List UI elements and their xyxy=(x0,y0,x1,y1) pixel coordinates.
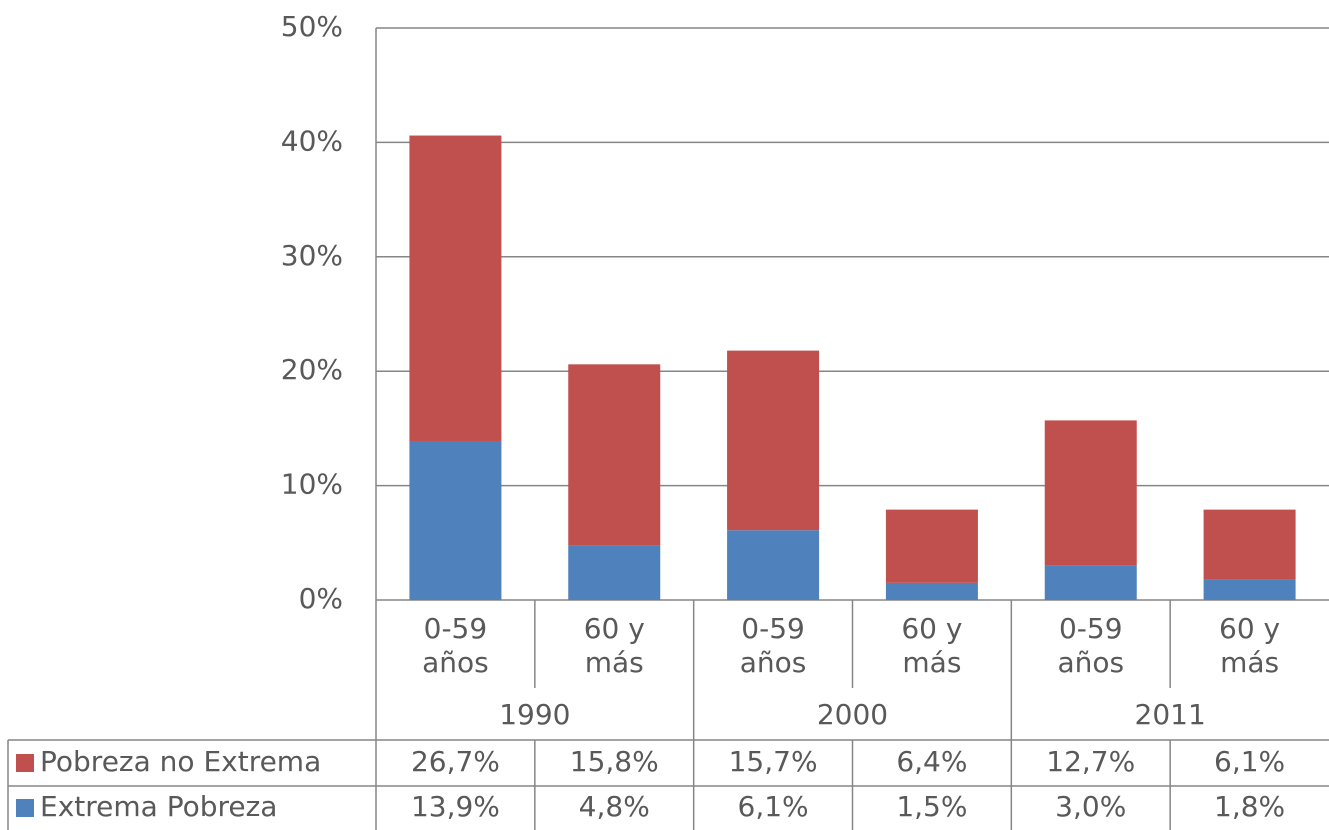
group-label: 2000 xyxy=(817,698,888,731)
x-tick-label: 0-59 años xyxy=(422,612,489,679)
table-value: 3,0% xyxy=(1055,790,1126,823)
y-tick-label: 40% xyxy=(281,124,343,157)
table-value: 4,8% xyxy=(579,790,650,823)
bar-segment xyxy=(1203,579,1296,600)
bar-segment xyxy=(1044,565,1137,600)
x-tick-label: 60 y más xyxy=(583,612,645,679)
bar-segment xyxy=(409,135,502,441)
bar-segment xyxy=(727,350,820,531)
bar-segment xyxy=(409,440,502,600)
group-label: 2011 xyxy=(1135,698,1206,731)
legend-label: Pobreza no Extrema xyxy=(40,745,321,778)
bar-segment xyxy=(727,530,820,600)
table-value: 13,9% xyxy=(411,790,500,823)
y-tick-label: 10% xyxy=(281,468,343,501)
legend-swatch xyxy=(16,799,34,817)
table-value: 12,7% xyxy=(1046,745,1135,778)
y-tick-label: 50% xyxy=(281,10,343,43)
y-tick-label: 20% xyxy=(281,353,343,386)
table-value: 1,8% xyxy=(1214,790,1285,823)
table-value: 6,1% xyxy=(1214,745,1285,778)
x-tick-label: 60 y más xyxy=(1219,612,1281,679)
bar-segment xyxy=(1044,420,1137,566)
group-label: 1990 xyxy=(499,698,570,731)
table-value: 6,1% xyxy=(738,790,809,823)
x-tick-label: 60 y más xyxy=(901,612,963,679)
bar-segment xyxy=(568,545,661,600)
legend-label: Extrema Pobreza xyxy=(40,790,277,823)
table-value: 1,5% xyxy=(896,790,967,823)
table-value: 26,7% xyxy=(411,745,500,778)
bar-segment xyxy=(1203,509,1296,580)
x-tick-label: 0-59 años xyxy=(1057,612,1125,679)
x-tick-label: 0-59 años xyxy=(739,612,807,679)
bar-segment xyxy=(885,509,978,583)
table-value: 15,8% xyxy=(570,745,659,778)
table-value: 15,7% xyxy=(729,745,818,778)
legend-swatch xyxy=(16,754,34,772)
bar-segment xyxy=(885,582,978,600)
table-value: 6,4% xyxy=(896,745,967,778)
bar-segment xyxy=(568,364,661,546)
y-tick-label: 30% xyxy=(281,239,343,272)
y-tick-label: 0% xyxy=(299,582,343,615)
